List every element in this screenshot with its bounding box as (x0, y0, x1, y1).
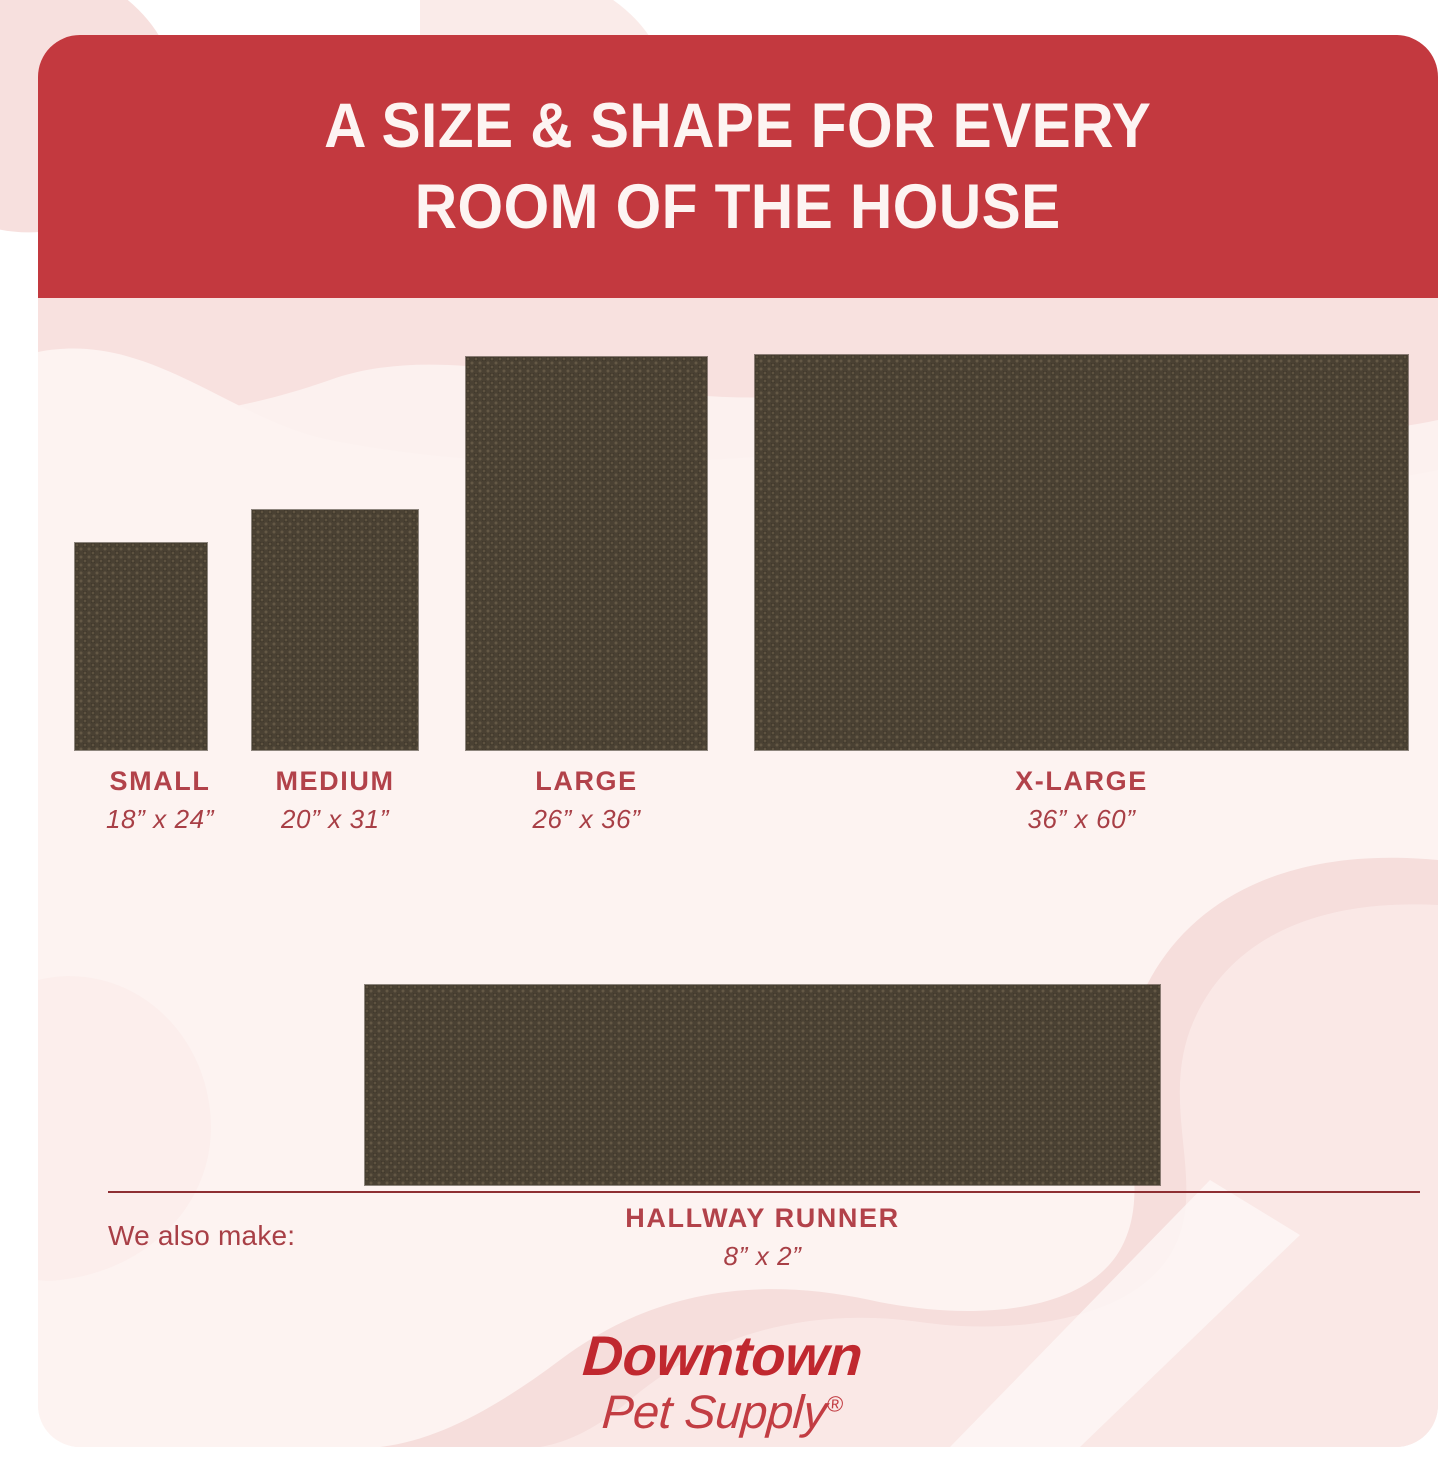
logo-secondary-text: Pet Supply (600, 1385, 829, 1438)
logo-wordmark-secondary: Pet Supply® (0, 1385, 1445, 1438)
mat-swatch-large (466, 357, 707, 750)
size-dims-large: 26” x 36” (532, 804, 641, 834)
size-name-small: SMALL (109, 766, 211, 796)
mat-swatch-small (75, 543, 207, 750)
size-dims-medium: 20” x 31” (280, 804, 389, 834)
content-panel: SMALL 18” x 24” MEDIUM 20” x 31” LARGE 2… (38, 298, 1438, 1447)
logo-wordmark-primary: Downtown (580, 1324, 865, 1387)
header-title-line-2: ROOM OF THE HOUSE (415, 171, 1061, 242)
page-title: A SIZE & SHAPE FOR EVERY ROOM OF THE HOU… (324, 86, 1151, 247)
size-label-medium: MEDIUM 20” x 31” (235, 766, 435, 835)
size-label-x-large: X-LARGE 36” x 60” (755, 766, 1408, 835)
size-name-hallway-runner: HALLWAY RUNNER (625, 1203, 900, 1233)
size-name-x-large: X-LARGE (1015, 766, 1148, 796)
size-name-large: LARGE (535, 766, 638, 796)
size-label-large: LARGE 26” x 36” (466, 766, 707, 835)
mat-swatch-x-large (755, 355, 1408, 750)
also-make-label: We also make: (108, 1220, 296, 1251)
header-title-line-1: A SIZE & SHAPE FOR EVERY (324, 90, 1152, 161)
section-divider (108, 1191, 1420, 1193)
registered-trademark-icon: ® (826, 1391, 845, 1417)
mat-swatch-medium (252, 510, 418, 750)
size-label-hallway-runner: HALLWAY RUNNER 8” x 2” (365, 1203, 1160, 1272)
size-dims-x-large: 36” x 60” (1027, 804, 1136, 834)
size-dims-hallway-runner: 8” x 2” (723, 1241, 802, 1271)
size-dims-small: 18” x 24” (105, 804, 214, 834)
brand-logo: Downtown Pet Supply® (0, 1324, 1445, 1438)
mat-swatch-hallway-runner (365, 985, 1160, 1185)
header-banner: A SIZE & SHAPE FOR EVERY ROOM OF THE HOU… (38, 35, 1438, 298)
size-name-medium: MEDIUM (275, 766, 395, 796)
size-label-small: SMALL 18” x 24” (38, 766, 282, 835)
